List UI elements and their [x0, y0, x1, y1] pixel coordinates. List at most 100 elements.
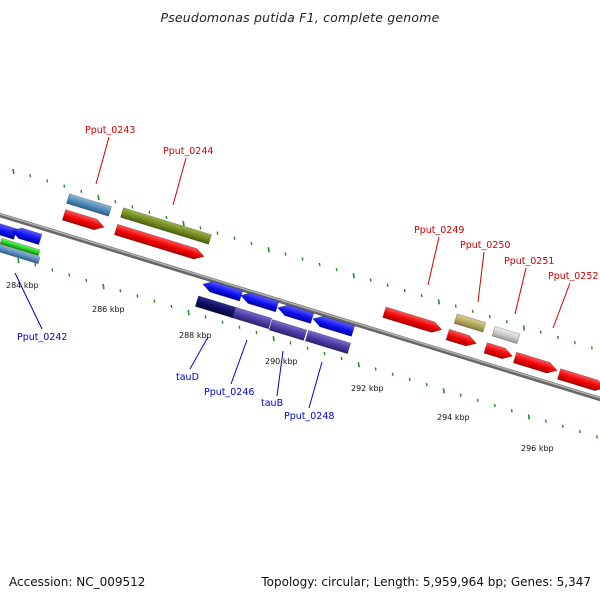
tick-inner-20	[357, 362, 360, 368]
gene-label-pput-0244[interactable]: Pput_0244	[163, 146, 213, 157]
leader-pput-0251	[514, 267, 527, 315]
leader-taud	[189, 336, 209, 370]
tick-outer-19	[335, 267, 338, 272]
gene-pput-0252-a[interactable]	[512, 351, 558, 375]
gene-pput-0251-category[interactable]	[491, 326, 521, 344]
gene-pput-0242-b[interactable]	[10, 225, 43, 246]
tick-inner-15	[272, 336, 275, 342]
tick-inner-13	[238, 325, 241, 329]
tick-inner-5	[102, 283, 105, 290]
tick-label-288kbp: 288 kbp	[179, 331, 212, 340]
gene-pput-0242-a[interactable]	[0, 221, 18, 240]
tick-outer-14	[250, 241, 253, 246]
tick-outer-31	[539, 330, 542, 334]
gene-pput-0250-category[interactable]	[453, 313, 487, 333]
tick-inner-24	[425, 383, 428, 387]
tick-outer-11	[199, 226, 202, 230]
tick-outer-27	[471, 309, 474, 313]
gene-taud[interactable]	[201, 279, 244, 302]
tick-inner-22	[391, 372, 394, 376]
tick-outer-32	[556, 335, 559, 340]
leader-pput-0244	[172, 157, 187, 206]
tick-outer-26	[454, 304, 457, 308]
gene-pput-0243-category[interactable]	[66, 193, 112, 217]
tick-inner-2	[51, 268, 54, 272]
gene-label-pput-0243[interactable]: Pput_0243	[85, 125, 135, 136]
forward-gene-labels: Pput_0243 Pput_0244 Pput_0249 Pput_0250 …	[85, 125, 598, 282]
leader-pput-0250	[477, 251, 485, 303]
tick-inner-7	[136, 294, 139, 298]
gene-pput-0246[interactable]	[239, 290, 280, 313]
gene-label-pput-0251[interactable]: Pput_0251	[504, 256, 554, 267]
gene-pput-0243[interactable]	[61, 209, 105, 233]
leader-pput-0249	[427, 236, 440, 286]
gene-label-pput-0249[interactable]: Pput_0249	[414, 225, 464, 236]
tick-inner-25	[442, 388, 446, 394]
tick-outer-2	[46, 179, 49, 183]
genome-summary-text: Topology: circular; Length: 5,959,964 bp…	[261, 575, 591, 589]
tick-outer-0	[12, 168, 15, 175]
tick-outer-20	[352, 273, 355, 279]
gene-label-pput-0248[interactable]: Pput_0248	[284, 411, 334, 422]
tick-inner-1	[34, 263, 37, 267]
gene-label-pput-0250[interactable]: Pput_0250	[460, 240, 510, 251]
tick-outer-13	[233, 236, 236, 240]
tick-outer-9	[165, 215, 168, 220]
tick-inner-8	[153, 299, 156, 303]
tick-inner-9	[170, 304, 173, 309]
tick-marks-inner	[17, 257, 598, 439]
tick-inner-3	[68, 273, 71, 277]
leader-pput-0242	[14, 272, 43, 330]
gene-pput-0244-category[interactable]	[120, 207, 212, 245]
tick-label-284kbp: 284 kbp	[6, 281, 39, 290]
tick-inner-21	[374, 367, 377, 371]
tick-outer-30	[522, 325, 526, 331]
tick-outer-17	[301, 257, 304, 261]
tick-outer-33	[573, 340, 576, 345]
tick-inner-28	[493, 403, 496, 408]
tick-inner-30	[527, 414, 531, 420]
gene-taud-category[interactable]	[194, 295, 238, 319]
gene-label-taud[interactable]: tauD	[176, 372, 199, 383]
leader-pput-0243	[95, 136, 110, 185]
tick-outer-28	[488, 314, 491, 319]
gene-pput-0249[interactable]	[382, 306, 444, 335]
tick-outer-6	[114, 200, 117, 204]
gene-taub[interactable]	[276, 302, 315, 324]
leader-pput-0252	[552, 282, 571, 329]
gene-pput-0248-category[interactable]	[304, 329, 352, 355]
gene-pput-0242-category-green[interactable]	[0, 237, 41, 257]
tick-inner-33	[578, 429, 581, 434]
tick-inner-31	[544, 419, 547, 423]
gene-pput-0248[interactable]	[311, 314, 356, 337]
gene-pput-0246-category[interactable]	[231, 306, 273, 330]
gene-label-pput-0246[interactable]: Pput_0246	[204, 387, 254, 398]
tick-labels: 284 kbp 286 kbp 288 kbp 290 kbp 292 kbp …	[6, 281, 554, 453]
tick-outer-24	[420, 294, 423, 298]
gene-label-pput-0242[interactable]: Pput_0242	[17, 332, 67, 343]
gene-pput-0250[interactable]	[445, 328, 478, 348]
tick-inner-14	[255, 330, 258, 335]
gene-pput-0251[interactable]	[483, 342, 514, 362]
tick-inner-17	[306, 346, 309, 350]
genome-backbone	[0, 212, 600, 402]
gene-label-pput-0252[interactable]: Pput_0252	[548, 271, 598, 282]
tick-inner-34	[595, 435, 598, 439]
tick-inner-6	[119, 289, 122, 293]
gene-label-taub[interactable]: tauB	[261, 398, 283, 409]
tick-outer-25	[437, 299, 441, 305]
tick-inner-4	[85, 278, 88, 282]
tick-outer-22	[386, 283, 389, 287]
gene-pput-0242-category[interactable]	[0, 243, 41, 265]
tick-outer-7	[131, 205, 134, 209]
tick-outer-34	[590, 346, 593, 350]
tick-inner-27	[476, 398, 479, 402]
gene-pput-0244[interactable]	[114, 223, 205, 261]
tick-inner-11	[204, 315, 207, 319]
tick-label-296kbp: 296 kbp	[521, 444, 554, 453]
leader-pput-0246	[230, 339, 248, 385]
gene-taub-category[interactable]	[268, 319, 308, 341]
tick-inner-12	[221, 320, 224, 324]
tick-inner-16	[289, 341, 292, 345]
